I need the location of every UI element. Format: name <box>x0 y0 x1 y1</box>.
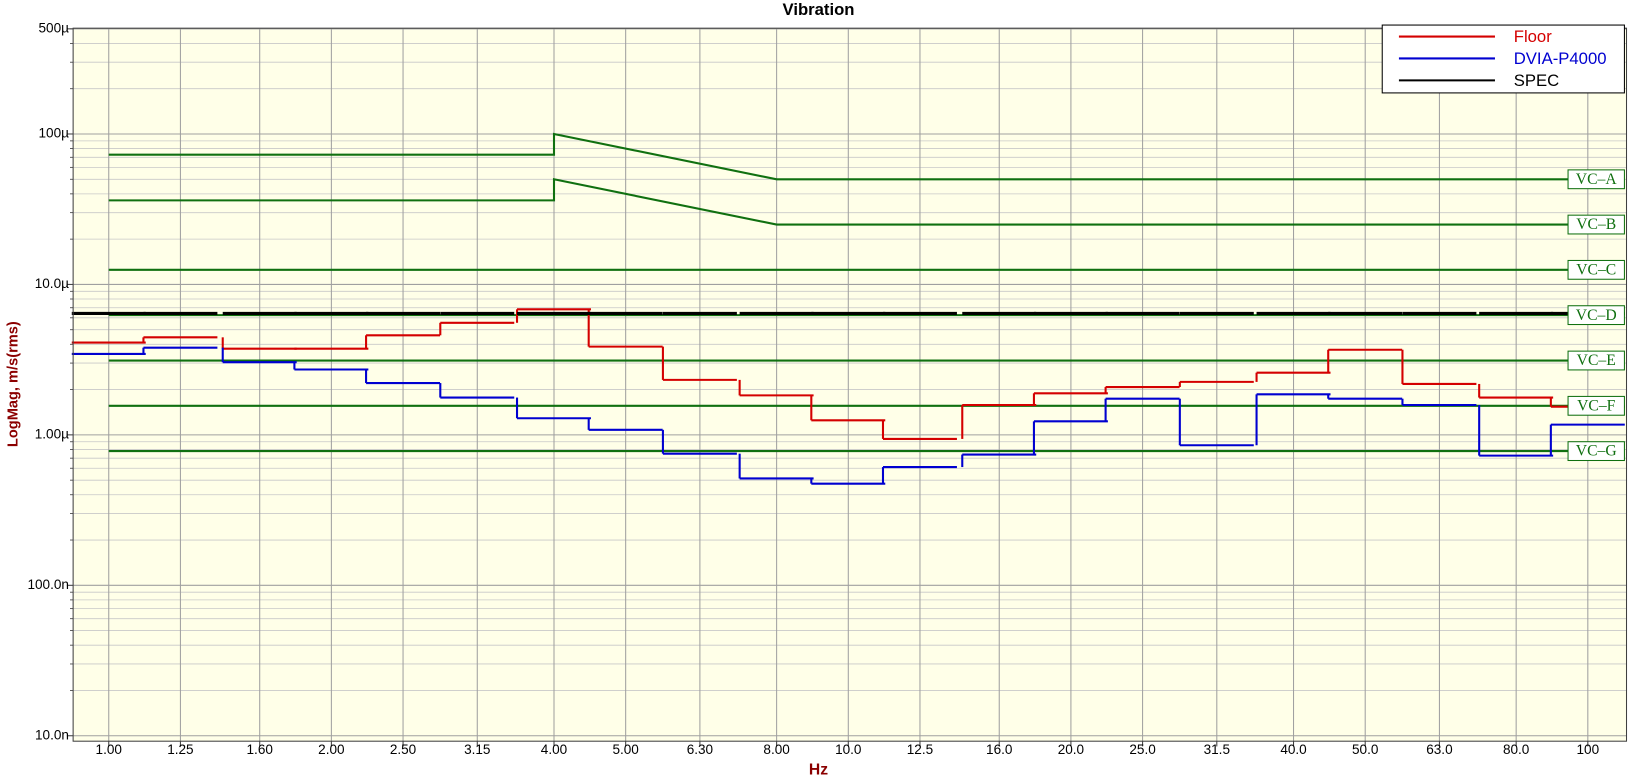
y-tick-label: 1.00µ <box>35 426 69 441</box>
criterion-label: VC–D <box>1576 307 1617 324</box>
labels: VC–A VC–B VC–C VC–D VC–E VC–F VC–G <box>1567 169 1625 462</box>
x-tick-label: 40.0 <box>1280 742 1307 757</box>
x-tick-label: 1.00 <box>96 742 123 757</box>
criterion-curve <box>108 177 1588 226</box>
y-tick-label: 10.0n <box>35 727 69 742</box>
legend-label: Floor <box>1514 27 1552 46</box>
criterion-label: VC–B <box>1576 216 1616 233</box>
legend-label: DVIA-P4000 <box>1514 49 1607 68</box>
curves <box>108 132 1588 453</box>
y-tick-label: 100.0n <box>27 577 68 592</box>
x-tick-label: 6.30 <box>687 742 714 757</box>
x-tick-label: 2.00 <box>318 742 345 757</box>
x-tick-label: 10.0 <box>835 742 862 757</box>
x-tick-label: 31.5 <box>1204 742 1230 757</box>
criterion-label-box <box>1567 305 1625 326</box>
criterion-label-box <box>1567 441 1625 462</box>
y-tick-label: 500µ <box>38 20 69 35</box>
x-tick-label: 8.00 <box>763 742 790 757</box>
x-tick-label: 2.50 <box>390 742 417 757</box>
x-tick-label: 4.00 <box>541 742 568 757</box>
criterion-label: VC–C <box>1576 261 1616 278</box>
x-tick-label: 25.0 <box>1129 742 1156 757</box>
y-tick-label: 10.0µ <box>35 276 69 291</box>
x-tick-label: 5.00 <box>612 742 639 757</box>
x-tick-label: 1.60 <box>247 742 274 757</box>
criterion-label-box <box>1567 259 1625 280</box>
y-tick-label: 100µ <box>38 126 69 141</box>
x-tick-label: 3.15 <box>464 742 490 757</box>
legend: Floor DVIA-P4000 SPEC <box>1381 24 1625 94</box>
y-axis-label: LogMag, m/s(rms) <box>5 321 21 447</box>
criterion-label: VC–G <box>1576 443 1617 460</box>
criterion-label-box <box>1567 350 1625 371</box>
criterion-curve <box>108 132 1588 181</box>
criterion-label: VC–A <box>1576 171 1618 188</box>
criterion-label: VC–F <box>1577 397 1616 414</box>
x-tick-label: 100 <box>1577 742 1600 757</box>
criterion-label-box <box>1567 214 1625 235</box>
x-tick-label: 20.0 <box>1058 742 1085 757</box>
legend-label: SPEC <box>1514 71 1559 90</box>
criterion-label-box <box>1567 395 1625 416</box>
x-axis-label: Hz <box>809 762 828 779</box>
plot-area <box>73 28 1627 742</box>
plot-border <box>72 27 1628 742</box>
x-tick-label: 50.0 <box>1352 742 1379 757</box>
criterion-label: VC–E <box>1577 352 1616 369</box>
criterion-label-box <box>1567 169 1625 190</box>
x-tick-label: 1.25 <box>167 742 193 757</box>
x-tick-label: 16.0 <box>986 742 1013 757</box>
chart-title: Vibration <box>782 0 854 19</box>
x-tick-label: 12.5 <box>907 742 933 757</box>
x-tick-label: 63.0 <box>1426 742 1453 757</box>
x-tick-label: 80.0 <box>1503 742 1530 757</box>
